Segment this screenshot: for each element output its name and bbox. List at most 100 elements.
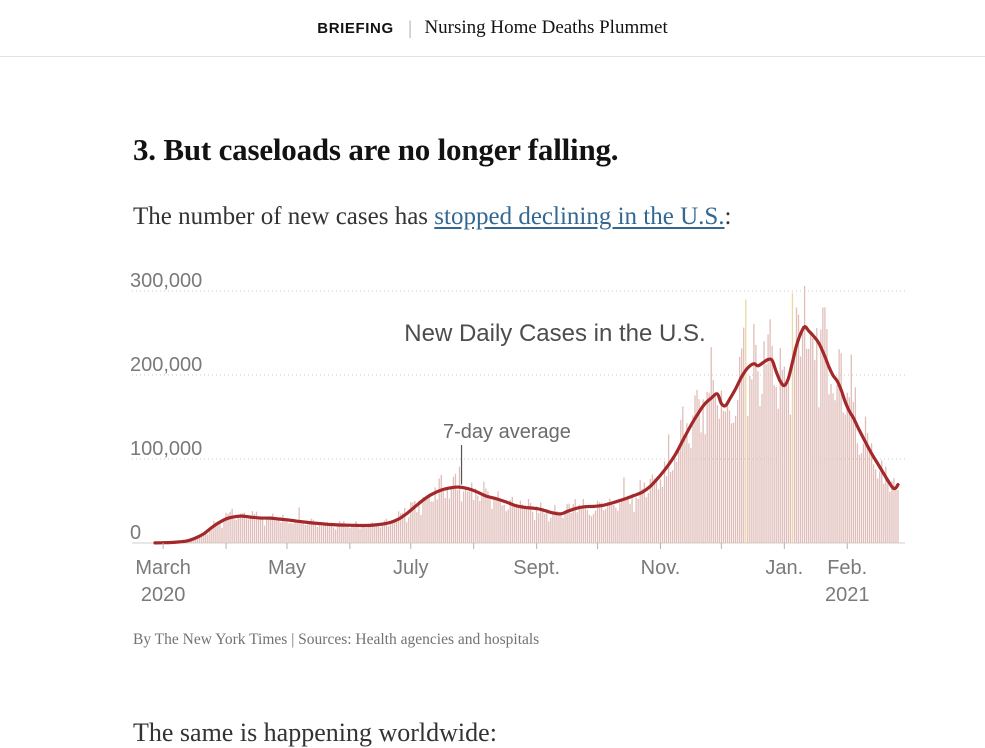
daily-cases-bar <box>713 380 714 543</box>
daily-cases-bar <box>449 498 450 543</box>
daily-cases-bar <box>422 497 423 543</box>
daily-cases-bar <box>654 478 655 543</box>
daily-cases-bar <box>873 464 874 543</box>
daily-cases-bar <box>469 491 470 543</box>
daily-cases-bar <box>633 512 634 543</box>
daily-cases-bar <box>390 524 391 543</box>
daily-cases-bar <box>560 515 561 543</box>
daily-cases-bar <box>727 406 728 543</box>
daily-cases-bar <box>298 507 299 543</box>
daily-cases-bar <box>784 367 785 544</box>
daily-cases-bar <box>278 520 279 543</box>
daily-cases-bar <box>437 499 438 543</box>
daily-cases-bar <box>556 511 557 543</box>
daily-cases-bar <box>642 489 643 543</box>
daily-cases-bar <box>857 443 858 543</box>
daily-cases-bar <box>250 519 251 543</box>
daily-cases-bar <box>745 299 746 543</box>
stopped-declining-link[interactable]: stopped declining in the U.S. <box>434 203 724 230</box>
daily-cases-bar <box>631 494 632 543</box>
lead-paragraph: The number of new cases has stopped decl… <box>133 203 933 231</box>
daily-cases-bar <box>501 506 502 543</box>
daily-cases-bar <box>847 393 848 543</box>
daily-cases-bar <box>818 407 819 543</box>
daily-cases-bar <box>698 399 699 543</box>
daily-cases-bar <box>877 478 878 543</box>
daily-cases-bar <box>303 522 304 543</box>
daily-cases-bar <box>534 520 535 543</box>
daily-cases-bar <box>564 510 565 543</box>
daily-cases-bar <box>353 527 354 543</box>
daily-cases-bar <box>717 405 718 543</box>
daily-cases-bar <box>808 349 809 543</box>
daily-cases-bar <box>640 480 641 543</box>
x-axis-label: Nov. <box>641 557 681 579</box>
daily-cases-bar <box>753 324 754 543</box>
x-axis-label: July <box>393 557 429 579</box>
daily-cases-bar <box>325 524 326 543</box>
daily-cases-bar <box>351 527 352 543</box>
daily-cases-bar <box>292 524 293 543</box>
daily-cases-bar <box>516 504 517 543</box>
daily-cases-bar <box>861 453 862 543</box>
daily-cases-bar <box>331 525 332 543</box>
daily-cases-bar <box>692 415 693 543</box>
daily-cases-bar <box>479 501 480 543</box>
daily-cases-bar <box>268 520 269 543</box>
daily-cases-bar <box>790 415 791 543</box>
daily-cases-bar <box>473 500 474 543</box>
daily-cases-bar <box>666 476 667 543</box>
daily-cases-bar <box>680 420 681 543</box>
daily-cases-bar <box>246 519 247 543</box>
daily-cases-bar <box>774 385 775 543</box>
daily-cases-bar <box>678 451 679 543</box>
daily-cases-bar <box>765 364 766 543</box>
daily-cases-bar <box>374 524 375 543</box>
daily-cases-bar <box>284 519 285 543</box>
daily-cases-bar <box>709 393 710 543</box>
x-axis-label: March <box>135 557 191 579</box>
daily-cases-bar <box>800 356 801 543</box>
annotation-label: 7-day average <box>443 421 571 443</box>
briefing-header: BRIEFING | Nursing Home Deaths Plummet <box>0 0 985 57</box>
daily-cases-bar <box>335 529 336 543</box>
daily-cases-bar <box>599 502 600 543</box>
daily-cases-bar <box>702 399 703 543</box>
daily-cases-bar <box>836 385 837 543</box>
daily-cases-bar <box>832 393 833 543</box>
daily-cases-bar <box>207 534 208 543</box>
daily-cases-bar <box>428 495 429 543</box>
daily-cases-bar <box>562 518 563 543</box>
daily-cases-bar <box>806 349 807 543</box>
daily-cases-bar <box>217 523 218 543</box>
daily-cases-bar <box>737 400 738 543</box>
daily-cases-bar <box>704 434 705 543</box>
daily-cases-bar <box>715 394 716 543</box>
briefing-title: Nursing Home Deaths Plummet <box>424 17 667 39</box>
daily-cases-bar <box>463 491 464 543</box>
daily-cases-bar <box>853 402 854 543</box>
daily-cases-bar <box>264 526 265 543</box>
daily-cases-bar <box>221 528 222 543</box>
daily-cases-bar <box>575 499 576 543</box>
daily-cases-bar <box>329 524 330 543</box>
daily-cases-bar <box>615 508 616 543</box>
daily-cases-bar <box>757 371 758 543</box>
daily-cases-bar <box>733 423 734 543</box>
daily-cases-bar <box>345 524 346 543</box>
daily-cases-bar <box>504 505 505 543</box>
daily-cases-bar <box>219 523 220 543</box>
daily-cases-bar <box>296 523 297 543</box>
daily-cases-bar <box>532 512 533 543</box>
daily-cases-bar <box>514 504 515 543</box>
daily-cases-bar <box>822 308 823 543</box>
daily-cases-bar <box>408 517 409 543</box>
daily-cases-bar <box>396 520 397 543</box>
daily-cases-bar <box>508 510 509 544</box>
daily-cases-bar <box>571 513 572 543</box>
daily-cases-bar <box>546 512 547 543</box>
daily-cases-bar <box>262 519 263 543</box>
daily-cases-bar <box>481 493 482 543</box>
daily-cases-bar <box>591 516 592 543</box>
